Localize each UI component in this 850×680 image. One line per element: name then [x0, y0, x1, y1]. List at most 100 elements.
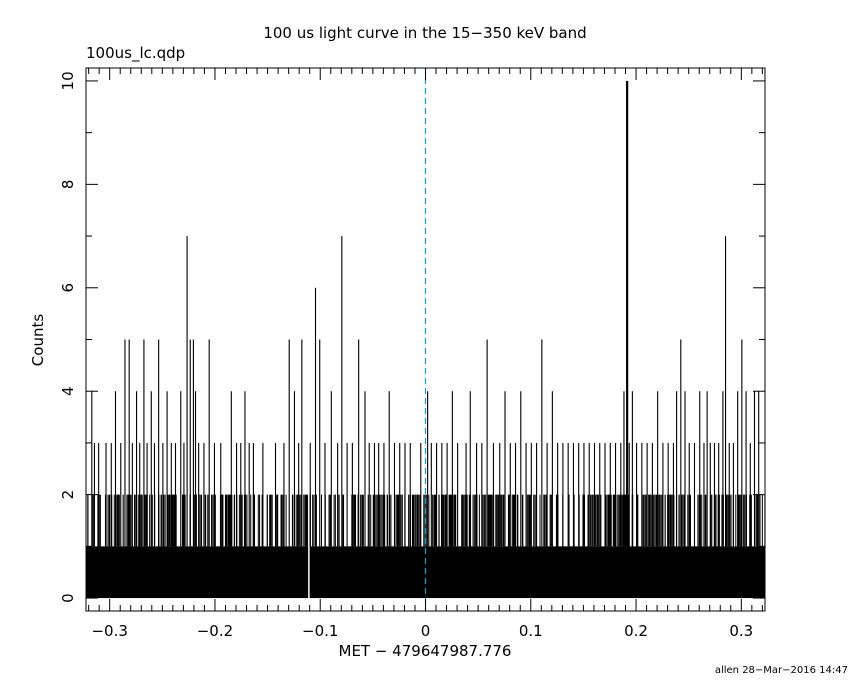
bar-count-2	[462, 494, 464, 547]
bar-count-2	[539, 494, 541, 547]
bar-count-2	[400, 494, 402, 547]
bar-count-2	[591, 494, 593, 547]
bar-count-2	[370, 494, 372, 547]
footer-label: allen 28−Mar−2016 14:47	[715, 665, 848, 676]
bar-count-2	[113, 494, 115, 547]
bar-peak	[481, 442, 483, 547]
bar-count-2	[549, 494, 551, 547]
bar-peak	[358, 339, 360, 547]
bar-count-2	[606, 494, 608, 547]
bar-count-2	[687, 494, 689, 547]
bar-count-2	[490, 494, 492, 547]
bar-peak	[186, 236, 188, 547]
bar-count-2	[116, 494, 118, 547]
bar-count-2	[475, 494, 477, 547]
bar-count-2	[134, 494, 136, 547]
bar-count-2	[200, 494, 203, 547]
bar-count-2	[428, 494, 430, 547]
bar-count-2	[491, 494, 493, 547]
bar-count-2	[222, 494, 224, 547]
bar-count-2	[357, 494, 359, 547]
bar-peak	[143, 339, 145, 547]
bar-count-2	[502, 494, 505, 547]
bar-count-2	[295, 494, 297, 547]
bar-count-2	[610, 494, 612, 547]
bar-peak	[722, 391, 724, 547]
bar-count-2	[727, 494, 729, 547]
bar-peak	[567, 442, 569, 547]
bar-count-2	[328, 494, 330, 547]
bar-count-2	[173, 494, 175, 547]
bar-count-2	[614, 494, 616, 547]
bar-count-2	[516, 494, 519, 547]
bar-peak	[158, 339, 160, 547]
bar-peak	[324, 442, 326, 547]
bar-peak	[298, 442, 300, 547]
bar-count-2	[478, 494, 480, 547]
bar-peak	[170, 442, 172, 547]
bar-peak	[162, 442, 164, 547]
bar-count-2	[483, 494, 485, 547]
bar-peak	[189, 339, 191, 547]
y-tick-label: 4	[59, 386, 77, 396]
bar-count-2	[454, 494, 457, 547]
bar-count-2	[98, 494, 100, 547]
bar-peak	[657, 391, 659, 547]
bar-peak	[718, 442, 720, 547]
bar-count-2	[521, 494, 524, 547]
bar-count-2	[654, 494, 656, 547]
bar-count-2	[250, 494, 252, 547]
bar-peak	[520, 391, 522, 547]
bar-count-2	[497, 494, 499, 547]
bar-count-2	[595, 494, 597, 547]
bar-peak	[758, 391, 760, 547]
bar-count-2	[228, 494, 231, 547]
bar-count-2	[296, 494, 298, 547]
bar-count-2	[333, 494, 335, 547]
bar-count-2	[303, 494, 305, 547]
bar-count-2	[482, 494, 484, 547]
bar-count-2	[442, 494, 444, 547]
bar-peak	[737, 391, 739, 547]
bar-peak	[124, 339, 126, 547]
bar-count-2	[443, 494, 445, 547]
bar-peak	[274, 442, 277, 547]
bar-count-2	[699, 494, 701, 547]
file-label: 100us_lc.qdp	[86, 44, 185, 63]
bar-peak	[409, 442, 411, 547]
bar-count-2	[756, 494, 759, 547]
bar-count-2	[355, 494, 357, 547]
bar-count-2	[496, 494, 498, 547]
bar-count-2	[650, 494, 652, 547]
y-ticks-group: 0 2 4 6 8 10	[59, 71, 765, 603]
bar-count-2	[755, 494, 757, 547]
bar-count-2	[526, 494, 528, 547]
bar-peak	[240, 442, 242, 547]
bar-count-2	[171, 494, 174, 547]
bar-peak	[388, 391, 390, 547]
bar-peak	[583, 442, 585, 547]
bar-count-2	[372, 494, 375, 547]
bar-peak	[536, 442, 538, 547]
bar-peak	[530, 442, 532, 547]
x-tick-label: −0.3	[91, 622, 127, 640]
bar-count-2	[299, 494, 301, 547]
bar-peak	[314, 287, 317, 547]
bar-peak	[604, 442, 606, 547]
chart-title: 100 us light curve in the 15−350 keV ban…	[263, 24, 586, 42]
bar-count-2	[184, 494, 186, 547]
bar-count-2	[740, 494, 742, 547]
bar-count-2	[313, 494, 315, 547]
bar-peak	[486, 339, 488, 547]
bar-count-2	[721, 494, 723, 547]
bar-count-2	[680, 494, 683, 547]
bar-count-2	[224, 494, 227, 547]
bar-peak	[588, 442, 590, 547]
bar-peak	[626, 80, 629, 547]
bar-count-2	[144, 494, 146, 547]
bar-peak	[614, 442, 617, 547]
bar-count-2	[97, 494, 99, 547]
bar-peak	[557, 442, 559, 547]
bar-count-2	[117, 494, 119, 547]
